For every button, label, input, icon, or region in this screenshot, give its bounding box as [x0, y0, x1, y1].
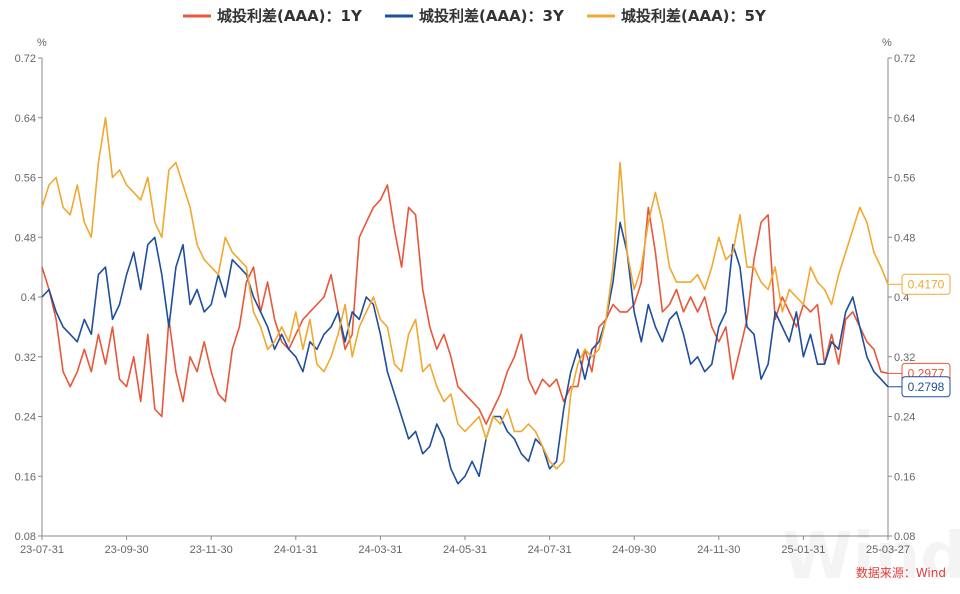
y-tick-label-left: 0.16 [15, 471, 36, 483]
x-tick-label: 24-01-31 [274, 544, 318, 556]
y-tick-label-left: 0.72 [15, 53, 36, 65]
x-ticks: 23-07-31 23-09-30 23-11-30 24-01-31 24-03-31… [20, 536, 910, 556]
y-tick-label-right: 0.08 [894, 531, 915, 543]
end-label-value: 0.4170 [908, 277, 945, 291]
legend-label: 城投利差(AAA)：5Y [621, 7, 767, 25]
x-tick-label: 23-11-30 [190, 544, 233, 556]
y-tick-label-right: 0.32 [894, 352, 915, 364]
end-label-value: 0.2798 [908, 380, 945, 394]
y-tick-label-left: 0.48 [15, 232, 36, 244]
y-tick-label-right: 0.16 [894, 471, 915, 483]
end-label-2: 0.2798 [888, 376, 951, 398]
legend-item-1: 城投利差(AAA)：1Y [183, 7, 363, 25]
x-tick-label: 24-11-30 [697, 544, 740, 556]
y-tick-label-left: 0.64 [15, 113, 36, 125]
legend-item-2: 城投利差(AAA)：3Y [385, 7, 565, 25]
end-label-box [901, 273, 951, 295]
x-tick-label: 24-03-31 [358, 544, 402, 556]
x-tick-label: 25-03-27 [866, 544, 910, 556]
end-label-box [901, 376, 951, 398]
y-tick-label-right: 0.72 [894, 53, 915, 65]
x-tick-label: 24-05-31 [443, 544, 487, 556]
series-line-3 [41, 116, 889, 470]
legend-item-3: 城投利差(AAA)：5Y [587, 7, 767, 25]
x-tick-label: 24-07-31 [528, 544, 572, 556]
watermark: Wind [782, 520, 960, 594]
y-unit-left: % [37, 37, 47, 49]
legend: 城投利差(AAA)：1Y 城投利差(AAA)：3Y 城投利差(AAA)：5Y [183, 7, 767, 25]
x-tick-label: 23-09-30 [105, 544, 149, 556]
end-label-3: 0.4170 [888, 273, 951, 295]
y-tick-label-right: 0.56 [894, 173, 915, 185]
y-tick-label-left: 0.56 [15, 173, 36, 185]
series-lines [41, 116, 889, 485]
y-tick-label-right: 0.4 [894, 292, 909, 304]
y-tick-label-right: 0.48 [894, 232, 915, 244]
y-tick-label-left: 0.4 [21, 292, 36, 304]
y-tick-label-right: 0.64 [894, 113, 915, 125]
x-tick-label: 24-09-30 [612, 544, 656, 556]
legend-label: 城投利差(AAA)：3Y [419, 7, 565, 25]
data-source: 数据来源：Wind [855, 566, 946, 580]
x-tick-label: 25-01-31 [781, 544, 825, 556]
y-tick-label-left: 0.08 [15, 531, 36, 543]
series-line-1 [41, 184, 889, 425]
y-tick-label-left: 0.24 [15, 412, 36, 424]
series-line-2 [41, 221, 889, 485]
x-tick-label: 23-07-31 [20, 544, 64, 556]
y-ticks: 0.08 0.08 0.16 0.16 0.24 0.24 0.32 0.32 0.4 0.4 0.… [15, 53, 916, 543]
y-tick-label-right: 0.24 [894, 412, 915, 424]
legend-label: 城投利差(AAA)：1Y [217, 7, 363, 25]
y-unit-right: % [882, 37, 892, 49]
y-tick-label-left: 0.32 [15, 352, 36, 364]
